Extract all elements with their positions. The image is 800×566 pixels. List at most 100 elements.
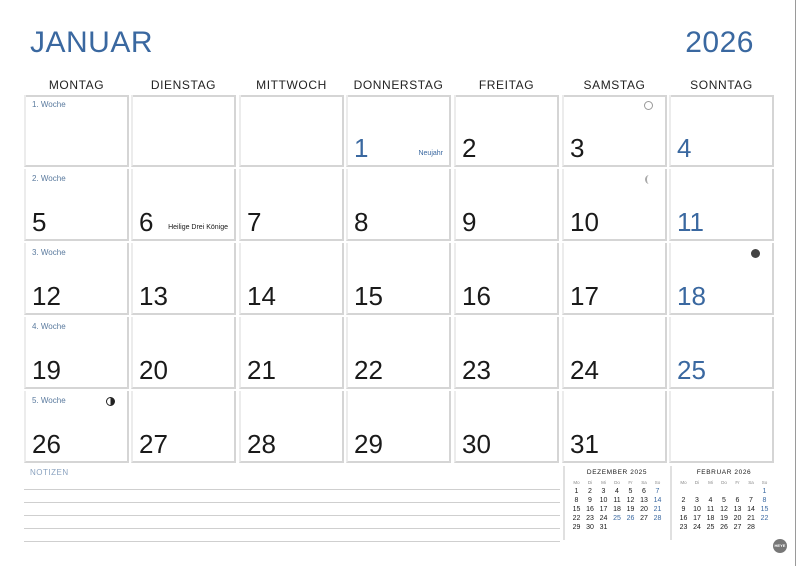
day-cell[interactable]: 1. Woche xyxy=(24,95,129,167)
moon-new-icon xyxy=(751,249,760,258)
holiday-label: Neujahr xyxy=(418,150,443,157)
day-number: 26 xyxy=(32,429,61,459)
mini-weekday: Fr xyxy=(735,480,740,485)
mini-day: 28 xyxy=(747,524,755,531)
day-cell[interactable]: 3. Woche 12 xyxy=(24,243,129,315)
mini-day: 13 xyxy=(733,506,742,513)
day-cell[interactable]: 9 xyxy=(454,169,559,241)
mini-day: 7 xyxy=(655,488,660,495)
moon-lastq-icon xyxy=(645,175,653,184)
mini-weekday: Do xyxy=(721,480,727,485)
mini-day: 27 xyxy=(733,524,742,531)
mini-day xyxy=(717,487,731,496)
weekday-header: MITTWOCH xyxy=(239,78,344,97)
week-label: 5. Woche xyxy=(32,396,66,405)
note-line xyxy=(24,477,560,490)
day-number: 5 xyxy=(32,207,47,237)
mini-calendar: FEBRUAR 2026 Mo Di Mi Do Fr Sa So 1 2 3 4 5 6 7 8 9 10 11 1… xyxy=(670,466,776,540)
day-number: 15 xyxy=(354,281,383,311)
mini-day: 14 xyxy=(747,506,755,513)
mini-weekday: Mi xyxy=(601,480,606,485)
day-number: 7 xyxy=(247,207,262,237)
day-cell[interactable]: 25 xyxy=(669,317,774,389)
mini-weekday: Di xyxy=(694,480,700,485)
day-cell[interactable] xyxy=(239,95,344,167)
day-cell[interactable]: 14 xyxy=(239,243,344,315)
notes-area[interactable]: NOTIZEN xyxy=(24,468,560,542)
day-cell[interactable]: 6 Heilige Drei Könige xyxy=(131,169,236,241)
day-cell[interactable]: 28 xyxy=(239,391,344,463)
mini-calendar-title: DEZEMBER 2025 xyxy=(586,469,648,476)
day-cell[interactable]: 11 xyxy=(669,169,774,241)
day-number: 6 xyxy=(139,207,154,237)
mini-day: 12 xyxy=(720,506,728,513)
mini-day: 8 xyxy=(762,497,767,504)
mini-weekday: Di xyxy=(587,480,593,485)
day-cell[interactable]: 29 xyxy=(346,391,451,463)
mini-day: 20 xyxy=(733,515,742,522)
mini-day: 20 xyxy=(640,506,648,513)
mini-day: 26 xyxy=(720,524,728,531)
weekday-header: SONNTAG xyxy=(669,78,774,97)
mini-day: 28 xyxy=(653,515,662,522)
weekday-header: SAMSTAG xyxy=(562,78,667,97)
weekday-header: DIENSTAG xyxy=(131,78,236,97)
day-cell[interactable]: 5. Woche 26 xyxy=(24,391,129,463)
day-cell[interactable]: 7 xyxy=(239,169,344,241)
day-cell[interactable]: 18 xyxy=(669,243,774,315)
mini-weekday: Do xyxy=(614,480,620,485)
day-cell[interactable]: 20 xyxy=(131,317,236,389)
day-cell[interactable]: 24 xyxy=(562,317,667,389)
day-number: 22 xyxy=(354,355,383,385)
day-cell[interactable]: 4 xyxy=(669,95,774,167)
day-cell[interactable]: 27 xyxy=(131,391,236,463)
day-cell[interactable]: 2. Woche 5 xyxy=(24,169,129,241)
day-number: 11 xyxy=(677,207,704,237)
mini-day: 7 xyxy=(749,497,753,504)
day-cell[interactable]: 15 xyxy=(346,243,451,315)
day-cell[interactable]: 23 xyxy=(454,317,559,389)
day-cell[interactable] xyxy=(669,391,774,463)
mini-day: 6 xyxy=(735,497,740,504)
mini-day: 29 xyxy=(572,524,581,531)
mini-day: 26 xyxy=(626,515,635,522)
mini-day: 11 xyxy=(613,497,621,504)
mini-day xyxy=(731,487,745,496)
day-cell[interactable]: 3 xyxy=(562,95,667,167)
mini-day: 5 xyxy=(722,497,726,504)
mini-day: 4 xyxy=(615,488,619,495)
mini-day xyxy=(610,523,624,532)
mini-calendar-title: FEBRUAR 2026 xyxy=(696,469,752,476)
week-label: 4. Woche xyxy=(32,322,66,331)
mini-day: 15 xyxy=(572,506,581,513)
day-cell[interactable]: 17 xyxy=(562,243,667,315)
mini-day: 22 xyxy=(572,515,581,522)
day-cell[interactable]: 4. Woche 19 xyxy=(24,317,129,389)
day-cell[interactable]: 2 xyxy=(454,95,559,167)
day-cell[interactable]: 30 xyxy=(454,391,559,463)
day-number: 21 xyxy=(247,355,276,385)
day-cell[interactable]: 10 xyxy=(562,169,667,241)
mini-day: 9 xyxy=(588,497,592,504)
mini-day: 21 xyxy=(653,506,662,513)
day-cell[interactable]: 21 xyxy=(239,317,344,389)
mini-day: 11 xyxy=(706,506,715,513)
day-number: 18 xyxy=(677,281,706,311)
mini-day: 19 xyxy=(720,515,728,522)
day-cell[interactable] xyxy=(131,95,236,167)
mini-day: 12 xyxy=(626,497,635,504)
day-cell[interactable]: 8 xyxy=(346,169,451,241)
day-cell[interactable]: 22 xyxy=(346,317,451,389)
mini-day xyxy=(637,523,651,532)
mini-day xyxy=(624,523,638,532)
day-number: 14 xyxy=(247,281,276,311)
day-cell[interactable]: 16 xyxy=(454,243,559,315)
day-number: 23 xyxy=(462,355,491,385)
mini-calendar: DEZEMBER 2025 Mo Di Mi Do Fr Sa So 1 2 3 4 5 6 7 8 9 10 11… xyxy=(563,466,669,540)
mini-day: 1 xyxy=(574,488,579,495)
day-cell[interactable]: 1 Neujahr xyxy=(346,95,451,167)
mini-day: 16 xyxy=(586,506,594,513)
day-cell[interactable]: 13 xyxy=(131,243,236,315)
day-cell[interactable]: 31 xyxy=(562,391,667,463)
notes-label: NOTIZEN xyxy=(30,468,69,477)
